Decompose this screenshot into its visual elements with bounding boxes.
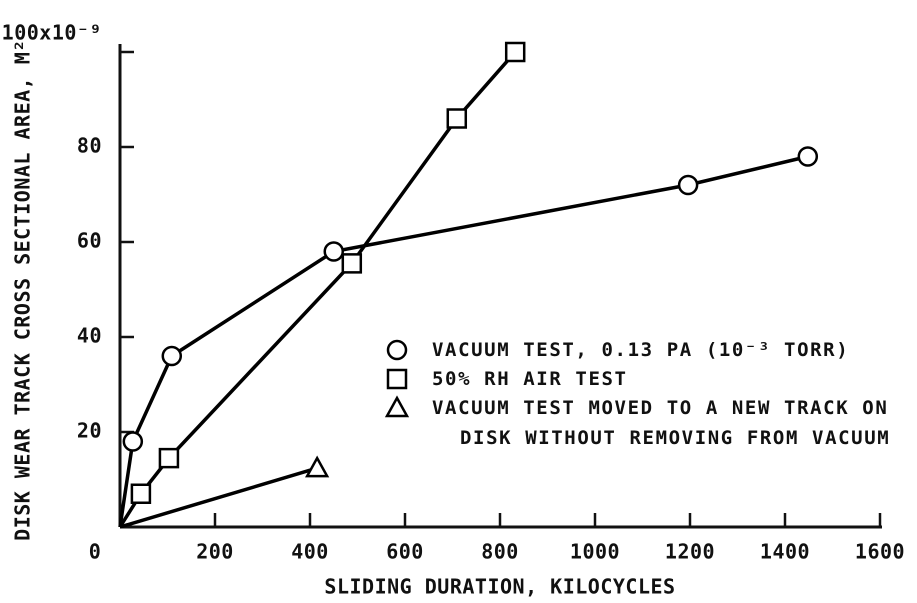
x-tick-label: 400 [291,540,329,564]
x-tick-label: 1000 [570,540,620,564]
x-tick-label: 600 [386,540,424,564]
legend-symbol [386,339,408,361]
legend-symbol [384,395,410,418]
data-point [323,241,344,262]
legend-symbol [386,368,408,390]
legend-label: VACUUM TEST MOVED TO A NEW TRACK ON DISK… [432,397,891,449]
y-tick-label: 80 [77,134,102,158]
data-point [158,447,180,469]
y-tick-label: 20 [77,419,102,443]
data-point [161,345,183,367]
legend-label: VACUUM TEST, 0.13 PA (10⁻³ TORR) [432,339,850,361]
data-point [797,146,819,167]
x-tick-label: 0 [89,540,102,564]
x-tick-label: 200 [196,540,234,564]
data-point [504,41,526,63]
x-tick-label: 1600 [855,540,905,564]
data-point [446,108,468,129]
series-line [119,466,318,529]
y-tick-label: 60 [77,229,102,253]
y-tick-label: 100x10⁻⁹ [2,21,102,45]
y-tick-label: 40 [77,324,102,348]
data-point [305,455,330,478]
x-tick-label: 1400 [760,540,810,564]
data-point [130,483,152,504]
data-point [677,174,699,196]
data-point [341,253,363,274]
x-tick-label: 800 [481,540,519,564]
data-point [122,431,144,452]
series-line [118,154,809,528]
x-tick-label: 1200 [665,540,715,564]
y-axis-title: DISK WEAR TRACK CROSS SECTIONAL AREA, M² [11,39,35,541]
x-axis-title: SLIDING DURATION, KILOCYCLES [324,575,675,599]
legend-label: 50% RH AIR TEST [432,368,628,390]
